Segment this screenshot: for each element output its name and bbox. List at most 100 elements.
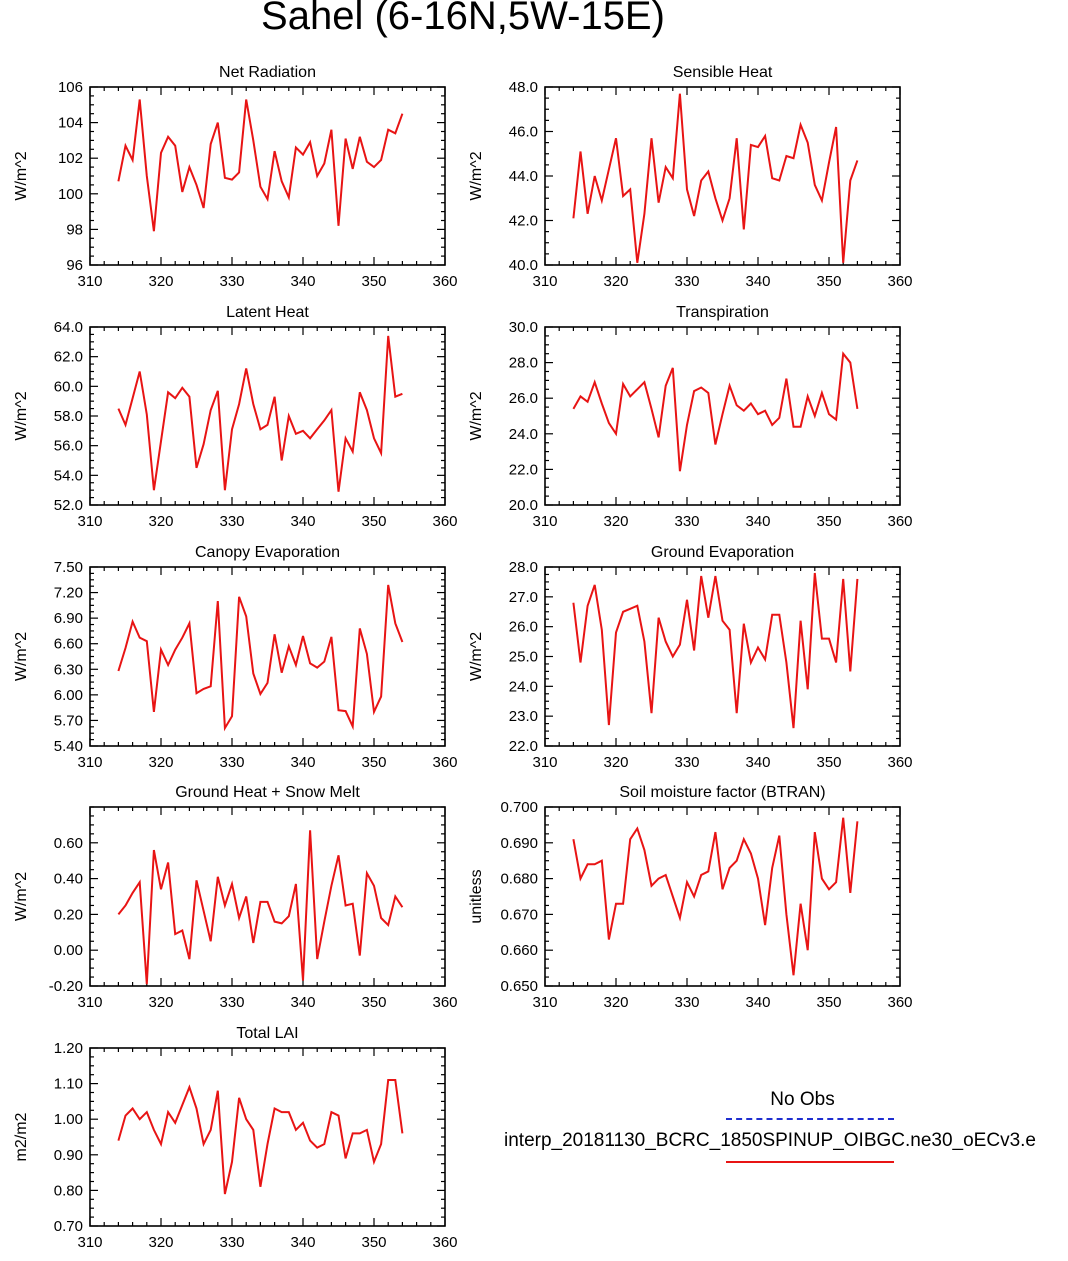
- y-tick-label: 28.0: [509, 559, 538, 576]
- y-axis-label: W/m^2: [13, 151, 30, 200]
- y-tick-label: 5.40: [54, 738, 83, 755]
- x-tick-label: 310: [532, 754, 557, 771]
- series-line: [117, 335, 403, 492]
- x-tick-label: 350: [361, 754, 386, 771]
- y-tick-label: 6.30: [54, 661, 83, 678]
- plot-frame: [89, 806, 446, 987]
- x-tick-label: 320: [148, 513, 173, 530]
- y-tick-label: 58.0: [54, 408, 83, 425]
- x-tick-label: 340: [745, 754, 770, 771]
- y-tick-label: 0.00: [54, 942, 83, 959]
- chart-panel-1: Net Radiation W/m^2 310 320 330 340 350 360 96 98…: [13, 64, 458, 290]
- y-tick-label: 106: [58, 79, 83, 96]
- series-line: [117, 1079, 404, 1195]
- chart-panel-7: Ground Heat + Snow Melt W/m^2 310 320 330 340…: [13, 784, 458, 1011]
- y-tick-label: 25.0: [509, 649, 538, 666]
- y-tick-label: 22.0: [509, 738, 538, 755]
- y-tick-label: 24.0: [509, 678, 538, 695]
- chart-title: Canopy Evaporation: [195, 544, 340, 561]
- y-tick-label: 0.660: [500, 942, 538, 959]
- legend-obs-label: No Obs: [770, 1089, 835, 1110]
- chart-title: Ground Evaporation: [651, 544, 794, 561]
- y-tick-label: 0.70: [54, 1218, 83, 1235]
- x-tick-label: 320: [603, 754, 628, 771]
- x-tick-label: 320: [148, 273, 173, 290]
- y-tick-label: 104: [58, 115, 83, 132]
- series-line: [117, 584, 404, 732]
- y-tick-label: 0.90: [54, 1147, 83, 1164]
- chart-panel-6: Ground Evaporation W/m^2 310 320 330 340 350 36…: [468, 544, 913, 771]
- chart-title: Transpiration: [676, 304, 769, 321]
- x-tick-label: 310: [77, 994, 102, 1011]
- y-tick-label: 96: [66, 257, 83, 274]
- series-line: [572, 351, 859, 472]
- x-tick-label: 360: [887, 994, 912, 1011]
- x-tick-label: 310: [77, 754, 102, 771]
- legend-run-line: [726, 1161, 894, 1163]
- x-tick-label: 350: [361, 273, 386, 290]
- x-tick-label: 330: [219, 754, 244, 771]
- plot-frame: [89, 1047, 446, 1227]
- x-tick-label: 350: [816, 994, 841, 1011]
- y-tick-label: 7.20: [54, 585, 83, 602]
- x-tick-label: 340: [745, 994, 770, 1011]
- chart-panel-9: Total LAI m2/m2 310 320 330 340 350 360 0.70 0.80…: [13, 1025, 458, 1251]
- y-tick-label: 60.0: [54, 378, 83, 395]
- y-tick-label: 56.0: [54, 438, 83, 455]
- y-axis-label: W/m^2: [13, 391, 30, 440]
- y-tick-label: 100: [58, 186, 83, 203]
- x-tick-label: 360: [432, 754, 457, 771]
- x-tick-label: 350: [816, 273, 841, 290]
- x-tick-label: 350: [816, 513, 841, 530]
- y-tick-label: 0.80: [54, 1182, 83, 1199]
- plot-frame: [89, 326, 446, 506]
- chart-title: Soil moisture factor (BTRAN): [619, 784, 825, 801]
- x-tick-label: 330: [219, 513, 244, 530]
- chart-panel-8: Soil moisture factor (BTRAN) unitless 310 3…: [468, 784, 913, 1011]
- y-tick-label: 30.0: [509, 319, 538, 336]
- chart-panel-4: Transpiration W/m^2 310 320 330 340 350 360 20.0…: [468, 304, 913, 530]
- series-line: [117, 830, 404, 985]
- y-tick-label: 1.10: [54, 1076, 83, 1093]
- chart-title: Total LAI: [236, 1025, 298, 1042]
- legend-obs-line: [726, 1118, 894, 1120]
- x-tick-label: 320: [148, 994, 173, 1011]
- series-line: [572, 93, 859, 263]
- y-axis-label: W/m^2: [13, 632, 30, 681]
- y-tick-label: 28.0: [509, 355, 538, 372]
- y-tick-label: 54.0: [54, 467, 83, 484]
- legend-run-label: interp_20181130_BCRC_1850SPINUP_OIBGC.ne…: [504, 1130, 1036, 1151]
- x-tick-label: 360: [432, 1234, 457, 1251]
- x-tick-label: 350: [361, 513, 386, 530]
- x-tick-label: 340: [290, 994, 315, 1011]
- y-tick-label: 6.60: [54, 636, 83, 653]
- plot-frame: [544, 806, 901, 987]
- x-tick-label: 330: [674, 754, 699, 771]
- chart-title: Sensible Heat: [673, 64, 773, 81]
- y-tick-label: 98: [66, 221, 83, 238]
- y-tick-label: 48.0: [509, 79, 538, 96]
- y-tick-label: 7.50: [54, 559, 83, 576]
- x-tick-label: 340: [290, 513, 315, 530]
- y-tick-label: 0.20: [54, 906, 83, 923]
- x-tick-label: 330: [219, 273, 244, 290]
- x-tick-label: 310: [77, 513, 102, 530]
- y-tick-label: 6.90: [54, 610, 83, 627]
- x-tick-label: 320: [603, 994, 628, 1011]
- y-tick-label: 40.0: [509, 257, 538, 274]
- series-line: [572, 572, 859, 729]
- x-tick-label: 350: [361, 1234, 386, 1251]
- plot-frame: [544, 566, 901, 747]
- y-tick-label: 26.0: [509, 390, 538, 407]
- y-axis-label: m2/m2: [13, 1112, 30, 1161]
- chart-panel-5: Canopy Evaporation W/m^2 310 320 330 340 350 36…: [13, 544, 458, 771]
- y-tick-label: 1.20: [54, 1040, 83, 1057]
- x-tick-label: 330: [674, 513, 699, 530]
- y-tick-label: 0.40: [54, 871, 83, 888]
- y-tick-label: 22.0: [509, 461, 538, 478]
- chart-title: Ground Heat + Snow Melt: [175, 784, 360, 801]
- y-tick-label: 46.0: [509, 124, 538, 141]
- x-tick-label: 330: [219, 994, 244, 1011]
- x-tick-label: 310: [77, 273, 102, 290]
- series-line: [572, 817, 859, 976]
